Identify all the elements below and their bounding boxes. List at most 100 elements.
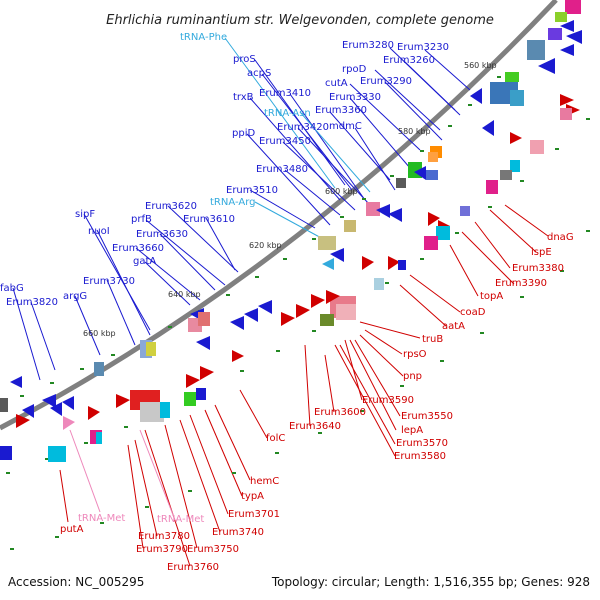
gene-label[interactable]: Erum3480 [256, 164, 308, 175]
gene-label[interactable]: dnaG [547, 232, 574, 243]
gene-block[interactable] [527, 40, 545, 60]
gene-block[interactable] [548, 28, 562, 40]
gene-label[interactable]: mdmC [329, 121, 362, 132]
gene-arrow[interactable] [482, 120, 494, 136]
gene-label[interactable]: Erum3380 [512, 263, 564, 274]
gene-label[interactable]: fabG [0, 283, 24, 294]
gene-block[interactable] [424, 236, 438, 250]
gene-label[interactable]: Erum3450 [259, 136, 311, 147]
gene-label[interactable]: coaD [460, 307, 486, 318]
gene-label[interactable]: Erum3820 [6, 297, 58, 308]
gene-label[interactable]: Erum3550 [401, 411, 453, 422]
gene-arrow[interactable] [560, 44, 574, 56]
gene-label[interactable]: Erum3410 [259, 88, 311, 99]
gene-arrow[interactable] [470, 88, 482, 104]
gene-arrow[interactable] [62, 396, 74, 410]
gene-arrow[interactable] [244, 308, 258, 322]
gene-label[interactable]: Erum3730 [83, 276, 135, 287]
gene-label[interactable]: Erum3760 [167, 562, 219, 573]
gene-block[interactable] [555, 12, 567, 22]
gene-arrow[interactable] [376, 204, 390, 218]
gene-label[interactable]: hemC [250, 476, 279, 487]
gene-label[interactable]: topA [480, 291, 503, 302]
gene-label[interactable]: Erum3630 [136, 229, 188, 240]
gene-block[interactable] [0, 398, 8, 412]
gene-block[interactable] [198, 312, 210, 326]
gene-block[interactable] [565, 0, 581, 14]
gene-label[interactable]: ispE [531, 247, 552, 258]
gene-block[interactable] [96, 432, 102, 444]
gene-label[interactable]: Erum3330 [329, 92, 381, 103]
gene-label[interactable]: tRNA-Met [157, 514, 204, 525]
gene-arrow[interactable] [560, 20, 574, 32]
gene-arrow[interactable] [296, 304, 310, 318]
gene-label[interactable]: typA [241, 491, 264, 502]
gene-label[interactable]: Erum3290 [360, 76, 412, 87]
gene-label[interactable]: aatA [442, 321, 465, 332]
gene-arrow[interactable] [186, 374, 200, 388]
gene-label[interactable]: argG [63, 291, 87, 302]
gene-label[interactable]: Erum3610 [183, 214, 235, 225]
gene-label[interactable]: ppiD [232, 128, 255, 139]
gene-label[interactable]: Erum3390 [495, 278, 547, 289]
gene-label[interactable]: Erum3640 [289, 421, 341, 432]
gene-block[interactable] [160, 402, 170, 418]
gene-arrow[interactable] [230, 316, 244, 330]
gene-label[interactable]: tRNA-Met [78, 513, 125, 524]
gene-arrow[interactable] [510, 132, 522, 144]
gene-label[interactable]: proS [233, 54, 256, 65]
gene-block[interactable] [366, 202, 380, 216]
gene-arrow[interactable] [16, 414, 30, 428]
gene-block[interactable] [374, 278, 384, 290]
gene-arrow[interactable] [258, 300, 272, 314]
gene-label[interactable]: Erum3230 [397, 42, 449, 53]
gene-label[interactable]: Erum3790 [136, 544, 188, 555]
gene-label[interactable]: folC [266, 433, 285, 444]
gene-block[interactable] [0, 446, 12, 460]
gene-label[interactable]: gatA [133, 256, 156, 267]
gene-arrow[interactable] [88, 406, 100, 420]
gene-label[interactable]: pnp [403, 371, 422, 382]
gene-block[interactable] [426, 170, 438, 180]
gene-block[interactable] [510, 90, 524, 106]
gene-block[interactable] [500, 170, 512, 180]
gene-block[interactable] [510, 160, 520, 172]
gene-label[interactable]: rpsO [403, 349, 427, 360]
gene-label[interactable]: Erum3590 [362, 395, 414, 406]
gene-label[interactable]: tRNA-Asn [264, 108, 311, 119]
gene-arrow[interactable] [538, 58, 555, 74]
gene-block[interactable] [505, 72, 519, 82]
gene-block[interactable] [396, 178, 406, 188]
gene-block[interactable] [336, 304, 356, 320]
gene-arrow[interactable] [566, 30, 582, 44]
gene-label[interactable]: cutA [325, 78, 348, 89]
gene-arrow[interactable] [22, 404, 34, 418]
gene-label[interactable]: rpoD [342, 64, 367, 75]
gene-block[interactable] [560, 108, 572, 120]
gene-block[interactable] [436, 226, 450, 240]
gene-block[interactable] [428, 152, 438, 162]
gene-arrow[interactable] [388, 256, 400, 270]
gene-block[interactable] [184, 392, 196, 406]
gene-arrow[interactable] [42, 394, 56, 408]
gene-arrow[interactable] [414, 166, 426, 180]
gene-label[interactable]: trxB [233, 92, 254, 103]
gene-block[interactable] [486, 180, 498, 194]
gene-arrow[interactable] [281, 312, 295, 326]
gene-arrow[interactable] [200, 366, 214, 380]
gene-block[interactable] [398, 260, 406, 270]
gene-label[interactable]: tRNA-Arg [210, 197, 255, 208]
gene-label[interactable]: Erum3600 [314, 407, 366, 418]
gene-label[interactable]: nuoI [88, 226, 110, 237]
gene-label[interactable]: Erum3510 [226, 185, 278, 196]
gene-arrow[interactable] [326, 290, 340, 304]
gene-arrow[interactable] [330, 248, 344, 262]
gene-label[interactable]: Erum3660 [112, 243, 164, 254]
gene-block[interactable] [344, 220, 356, 232]
gene-arrow[interactable] [560, 94, 574, 106]
gene-label[interactable]: Erum3360 [315, 105, 367, 116]
gene-label[interactable]: Erum3620 [145, 201, 197, 212]
gene-arrow[interactable] [63, 416, 75, 430]
gene-arrow[interactable] [322, 258, 334, 270]
gene-label[interactable]: Erum3260 [383, 55, 435, 66]
